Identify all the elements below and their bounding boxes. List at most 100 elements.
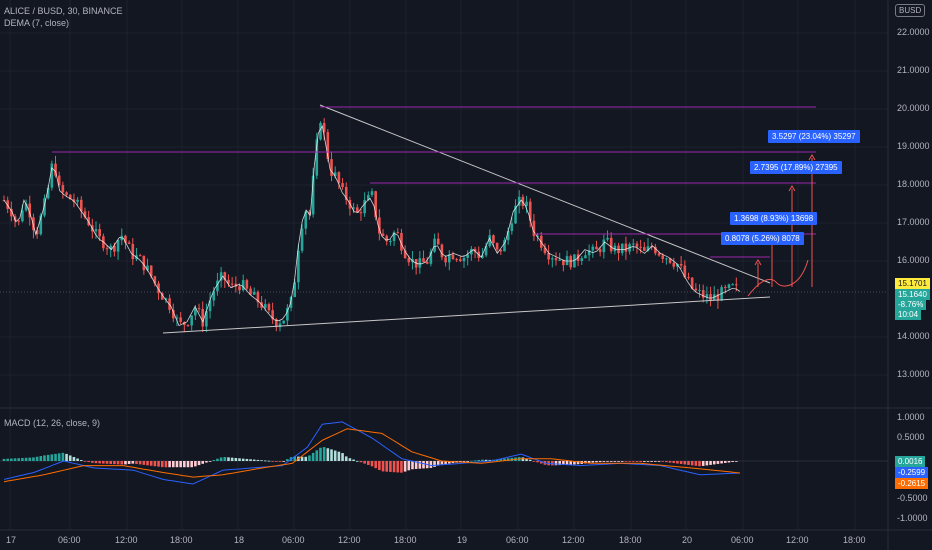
- macd-histogram-bar: [602, 461, 606, 462]
- candle-body: [436, 238, 440, 245]
- macd-histogram-bar: [595, 461, 598, 463]
- macd-histogram-bar: [422, 461, 425, 469]
- macd-histogram-bar: [348, 458, 352, 461]
- candle-body: [216, 280, 219, 292]
- candle-body: [598, 249, 602, 253]
- macd-histogram-bar: [308, 455, 311, 461]
- macd-histogram-bar: [503, 458, 506, 461]
- candle-body: [212, 291, 216, 301]
- measure-label-1[interactable]: 3.5297 (23.04%) 35297: [768, 130, 860, 143]
- dema-indicator-label[interactable]: DEMA (7, close): [4, 18, 70, 28]
- candle-body: [551, 258, 554, 260]
- candle-body: [83, 211, 87, 218]
- candle-body: [267, 304, 271, 311]
- macd-indicator-label[interactable]: MACD (12, 26, close, 9): [4, 418, 101, 428]
- measure-label-2[interactable]: 2.7395 (17.89%) 27395: [750, 161, 842, 174]
- dema-line: [3, 124, 741, 327]
- macd-histogram-bar: [341, 453, 344, 461]
- measure-label-4[interactable]: 0.8078 (5.26%) 8078: [721, 232, 804, 245]
- macd-histogram-bar: [267, 460, 271, 462]
- candle-body: [654, 246, 657, 254]
- candle-body: [407, 258, 411, 263]
- candle-body: [17, 220, 21, 222]
- macd-histogram-bar: [223, 457, 227, 461]
- candle-body: [547, 253, 550, 260]
- macd-histogram-bar: [411, 461, 414, 470]
- macd-histogram-bar: [260, 460, 263, 462]
- candle-body: [514, 205, 517, 224]
- candle-body: [138, 255, 142, 257]
- macd-histogram-bar: [374, 461, 377, 469]
- macd-histogram-bar: [359, 461, 363, 463]
- macd-line: [3, 421, 741, 485]
- macd-histogram-bar: [212, 459, 216, 461]
- time-axis-label: 12:00: [338, 535, 361, 545]
- candle-body: [422, 258, 425, 263]
- candle-body: [447, 254, 451, 263]
- macd-histogram-bar: [43, 455, 46, 461]
- macd-histogram-bar: [230, 457, 234, 461]
- macd-histogram-bar: [716, 461, 720, 464]
- macd-histogram-bar: [418, 461, 422, 469]
- candle-body: [194, 308, 197, 316]
- macd-histogram-bar: [57, 453, 61, 461]
- price-axis-label: 19.0000: [897, 141, 930, 151]
- candle-body: [378, 217, 381, 234]
- macd-histogram-bar: [462, 461, 466, 462]
- candle-body: [687, 277, 690, 279]
- candle-body: [701, 290, 705, 298]
- macd-histogram-bar: [694, 461, 698, 466]
- macd-histogram-bar: [709, 461, 712, 465]
- macd-histogram-bar: [367, 461, 370, 465]
- macd-hist-badge: 0.0016: [895, 456, 926, 467]
- macd-histogram-bar: [389, 461, 392, 472]
- macd-histogram-bar: [13, 458, 17, 461]
- candle-body: [98, 229, 101, 237]
- macd-histogram-bar: [304, 456, 308, 461]
- macd-histogram-bar: [135, 461, 138, 464]
- candle-body: [554, 258, 558, 261]
- macd-histogram-bar: [687, 461, 690, 465]
- macd-histogram-bar: [440, 461, 444, 465]
- price-axis-label: 22.0000: [897, 27, 930, 37]
- macd-histogram-bar: [183, 461, 186, 468]
- macd-histogram-bar: [205, 461, 208, 463]
- macd-histogram-bar: [194, 461, 197, 467]
- macd-histogram-bar: [54, 453, 57, 461]
- candle-body: [558, 259, 561, 261]
- candle-body: [330, 159, 333, 176]
- macd-histogram-bar: [76, 458, 79, 461]
- candle-body: [580, 258, 584, 261]
- candle-body: [418, 258, 422, 268]
- macd-histogram-bar: [591, 461, 595, 463]
- candle-body: [665, 258, 668, 260]
- macd-histogram-bar: [628, 461, 631, 462]
- candle-body: [124, 235, 127, 243]
- candle-body: [186, 324, 190, 326]
- macd-histogram-bar: [481, 459, 484, 461]
- candle-body: [61, 185, 65, 193]
- macd-histogram-bar: [470, 460, 473, 462]
- candle-body: [94, 229, 98, 232]
- macd-histogram-bar: [562, 461, 565, 465]
- macd-histogram-bar: [444, 461, 447, 464]
- candle-body: [672, 262, 676, 267]
- time-axis-label: 12:00: [786, 535, 809, 545]
- candle-body: [252, 291, 256, 295]
- change-badge: -8.76%: [895, 299, 927, 310]
- macd-histogram-bar: [506, 458, 510, 461]
- macd-histogram-bar: [146, 461, 149, 466]
- macd-histogram-bar: [256, 459, 260, 461]
- macd-histogram-bar: [10, 458, 13, 461]
- candle-body: [109, 245, 113, 250]
- measure-label-3[interactable]: 1.3698 (8.93%) 13698: [730, 212, 818, 225]
- macd-histogram-bar: [609, 461, 613, 462]
- candle-body: [694, 288, 698, 291]
- macd-histogram-bar: [168, 461, 171, 468]
- candle-body: [245, 280, 249, 289]
- last-price-badge: 15.1701: [895, 278, 930, 289]
- macd-histogram-bar: [164, 461, 168, 468]
- candle-body: [466, 254, 469, 258]
- candle-body: [528, 201, 532, 221]
